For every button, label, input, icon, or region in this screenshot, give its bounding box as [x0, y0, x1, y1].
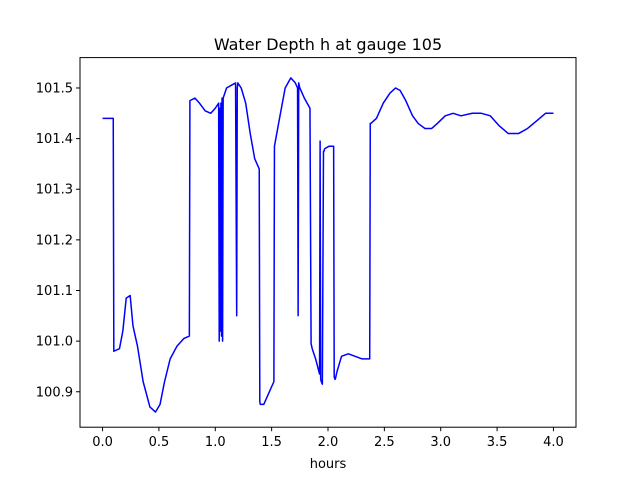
x-tick-label: 0.5 [149, 435, 170, 450]
x-tick-label: 3.5 [487, 435, 508, 450]
series-line-1 [102, 77, 554, 413]
x-tick-label: 1.0 [205, 435, 226, 450]
plot-frame [79, 57, 577, 428]
y-tick-label: 101.0 [36, 335, 73, 350]
y-tick-label: 101.3 [36, 183, 73, 198]
x-tick-label: 4.0 [543, 435, 564, 450]
x-axis: 0.0 0.5 1.0 1.5 2.0 2.5 3.0 3.5 4.0 [92, 427, 564, 450]
y-tick-label: 101.1 [36, 284, 73, 299]
y-tick-label: 101.5 [36, 81, 73, 96]
x-tick-label: 3.0 [430, 435, 451, 450]
plot-area [102, 77, 554, 413]
x-tick-label: 1.5 [261, 435, 282, 450]
x-tick-label: 0.0 [92, 435, 113, 450]
x-tick-label: 2.0 [318, 435, 339, 450]
chart-title: Water Depth h at gauge 105 [214, 35, 442, 54]
y-tick-label: 101.4 [36, 132, 73, 147]
x-axis-label: hours [310, 457, 347, 472]
y-tick-label: 101.2 [36, 233, 73, 248]
x-tick-label: 2.5 [374, 435, 395, 450]
y-axis: 100.9 101.0 101.1 101.2 101.3 101.4 101.5 [36, 81, 80, 400]
y-tick-label: 100.9 [36, 385, 73, 400]
